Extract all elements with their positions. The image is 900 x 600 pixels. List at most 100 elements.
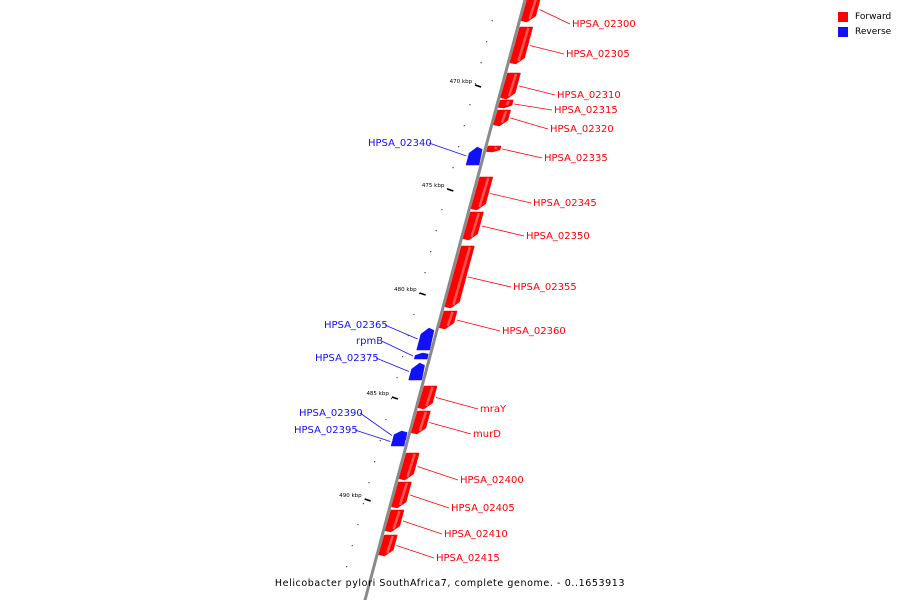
gene-highlight: [478, 177, 490, 208]
minor-tick: [385, 419, 387, 421]
gene-label-hpsa_02335: HPSA_02335: [544, 153, 608, 164]
legend-reverse-label: Reverse: [855, 26, 892, 37]
gene-label-hpsa_02375: HPSA_02375: [315, 353, 379, 364]
leader-line: [396, 545, 435, 559]
minor-tick: [491, 20, 493, 22]
leader-line: [529, 45, 565, 55]
legend: Forward Reverse: [838, 9, 891, 39]
gene-label-hpsa_02310: HPSA_02310: [557, 90, 621, 101]
gene-highlight: [505, 100, 510, 106]
leader-line: [539, 9, 571, 25]
minor-tick: [396, 377, 398, 379]
minor-tick: [430, 251, 432, 253]
gene-label-hpsa_02400: HPSA_02400: [460, 475, 524, 486]
gene-hpsa_02315: [497, 99, 514, 109]
leader-line: [481, 225, 525, 237]
leader-line: [402, 520, 443, 535]
tick-label: 490 kbp: [339, 493, 362, 499]
gene-hpsa_02395: [390, 436, 406, 447]
leader-line: [510, 117, 549, 130]
leader-line: [409, 494, 450, 509]
gene-highlight: [425, 386, 434, 407]
gene-label-hpsa_02405: HPSA_02405: [451, 503, 515, 514]
gene-highlight: [493, 146, 498, 150]
minor-tick: [446, 188, 449, 190]
leader-line: [490, 193, 532, 204]
minor-tick: [469, 104, 471, 106]
major-tick: [419, 292, 426, 296]
gene-label-hpsa_02345: HPSA_02345: [533, 198, 597, 209]
gene-highlight: [398, 482, 409, 506]
minor-tick: [458, 146, 460, 148]
legend-reverse-swatch: [838, 26, 848, 37]
gene-label-murd: murD: [473, 429, 501, 440]
minor-tick: [357, 524, 359, 526]
minor-tick: [463, 125, 465, 127]
leader-line: [468, 276, 512, 288]
gene-highlight: [385, 535, 394, 554]
minor-tick: [402, 356, 404, 358]
major-tick: [474, 84, 482, 88]
gene-label-mray: mraY: [480, 404, 507, 415]
leader-line: [381, 340, 414, 357]
gene-label-hpsa_02395: HPSA_02395: [294, 425, 358, 436]
legend-forward-label: Forward: [855, 11, 892, 22]
gene-label-hpsa_02305: HPSA_02305: [566, 49, 630, 60]
gene-highlight: [406, 453, 416, 478]
leader-line: [502, 148, 543, 159]
gene-rpmb: [413, 352, 429, 360]
minor-tick: [452, 167, 454, 169]
gene-hpsa_02355: [444, 245, 475, 309]
gene-label-hpsa_02300: HPSA_02300: [572, 19, 636, 30]
minor-tick: [368, 482, 370, 484]
gene-hpsa_02340: [465, 146, 483, 166]
gene-label-hpsa_02415: HPSA_02415: [436, 553, 500, 564]
minor-tick: [474, 83, 477, 85]
tick-label: 485 kbp: [366, 391, 389, 397]
minor-tick: [441, 209, 443, 211]
leader-line: [354, 429, 391, 442]
tick-label: 480 kbp: [394, 287, 417, 293]
gene-highlight: [446, 311, 454, 327]
gene-highlight: [528, 0, 537, 20]
tick-label: 475 kbp: [422, 183, 445, 189]
minor-tick: [486, 41, 488, 43]
gene-label-hpsa_02360: HPSA_02360: [502, 326, 566, 337]
major-tick: [364, 498, 371, 502]
leader-line: [429, 422, 472, 435]
gene-label-hpsa_02410: HPSA_02410: [444, 529, 508, 540]
gene-highlight: [500, 110, 508, 124]
gene-highlight: [392, 510, 401, 530]
leader-line: [456, 319, 501, 332]
legend-forward: Forward: [838, 9, 891, 24]
legend-reverse: Reverse: [838, 24, 891, 39]
legend-forward-swatch: [838, 11, 848, 22]
gene-highlight: [517, 27, 530, 62]
minor-tick: [435, 230, 437, 232]
leader-line: [518, 85, 556, 96]
gene-label-hpsa_02315: HPSA_02315: [554, 105, 618, 116]
minor-tick: [480, 62, 482, 64]
gene-label-rpmb: rpmB: [356, 336, 383, 347]
gene-label-hpsa_02355: HPSA_02355: [513, 282, 577, 293]
gene-label-hpsa_02390: HPSA_02390: [299, 408, 363, 419]
major-tick: [447, 188, 454, 192]
minor-tick: [346, 566, 348, 568]
gene-label-hpsa_02350: HPSA_02350: [526, 231, 590, 242]
minor-tick: [374, 461, 376, 463]
gene-label-hpsa_02320: HPSA_02320: [550, 124, 614, 135]
leader-line: [375, 357, 410, 372]
genome-caption: Helicobacter pylori SouthAfrica7, comple…: [274, 578, 626, 589]
tick-label: 470 kbp: [450, 79, 473, 85]
gene-hpsa_02375: [408, 362, 425, 381]
leader-line: [384, 324, 418, 340]
gene-label-hpsa_02340: HPSA_02340: [368, 138, 432, 149]
minor-tick: [351, 545, 353, 547]
minor-tick: [413, 314, 415, 316]
minor-tick: [424, 272, 426, 274]
genome-backbone: [363, 0, 527, 600]
leader-line: [514, 103, 553, 111]
minor-tick: [379, 440, 381, 442]
gene-hpsa_02335: [486, 145, 502, 153]
